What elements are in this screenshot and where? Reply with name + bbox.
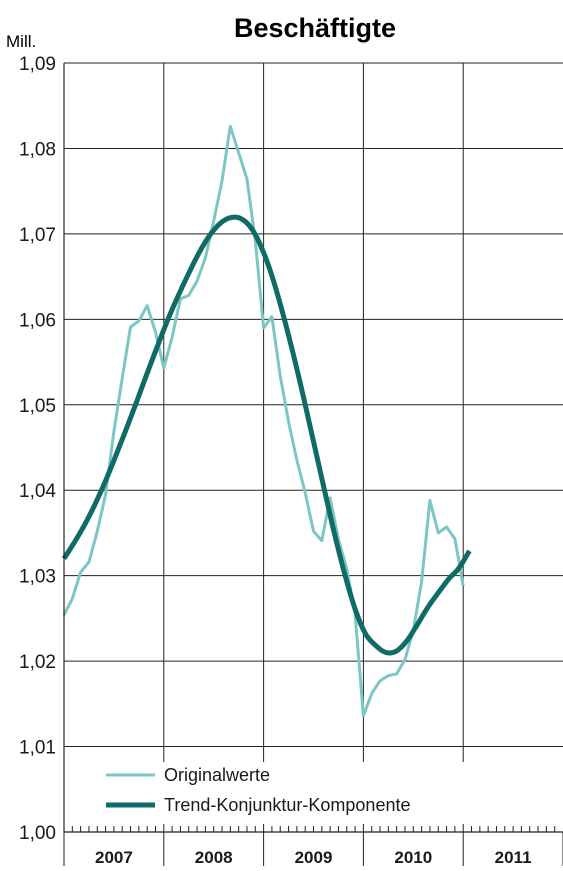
y-axis-unit: Mill. xyxy=(6,32,36,51)
axis-ticks xyxy=(63,826,563,866)
axis-labels: 1,00 1,01 1,02 1,03 1,04 1,05 1,06 1,07 1,08 1,09… xyxy=(19,54,532,867)
y-tick-label: 1,02 xyxy=(19,652,56,673)
x-year-label: 2010 xyxy=(394,848,432,867)
y-tick-label: 1,05 xyxy=(19,396,56,417)
series-line-originalwerte xyxy=(62,124,465,718)
y-tick-label: 1,09 xyxy=(19,54,56,75)
chart-title: Beschäftigte xyxy=(234,13,396,43)
axes xyxy=(63,63,563,833)
grid xyxy=(64,62,563,832)
y-tick-label: 1,06 xyxy=(19,310,56,331)
legend-label: Originalwerte xyxy=(164,765,270,785)
legend: Originalwerte Trend-Konjunktur-Komponente xyxy=(100,762,472,824)
y-tick-label: 1,08 xyxy=(19,139,56,160)
x-year-label: 2008 xyxy=(195,848,233,867)
y-tick-label: 1,04 xyxy=(19,481,56,502)
x-year-label: 2009 xyxy=(295,848,333,867)
x-year-label: 2011 xyxy=(495,848,532,867)
series-lines xyxy=(61,124,472,718)
legend-background xyxy=(100,762,472,824)
x-year-label: 2007 xyxy=(95,848,133,867)
series-line-trend xyxy=(61,214,472,656)
y-tick-label: 1,01 xyxy=(19,738,56,759)
y-tick-label: 1,03 xyxy=(19,567,56,588)
y-tick-label: 1,00 xyxy=(19,823,56,844)
legend-label: Trend-Konjunktur-Komponente xyxy=(164,795,410,815)
y-tick-label: 1,07 xyxy=(19,225,56,246)
